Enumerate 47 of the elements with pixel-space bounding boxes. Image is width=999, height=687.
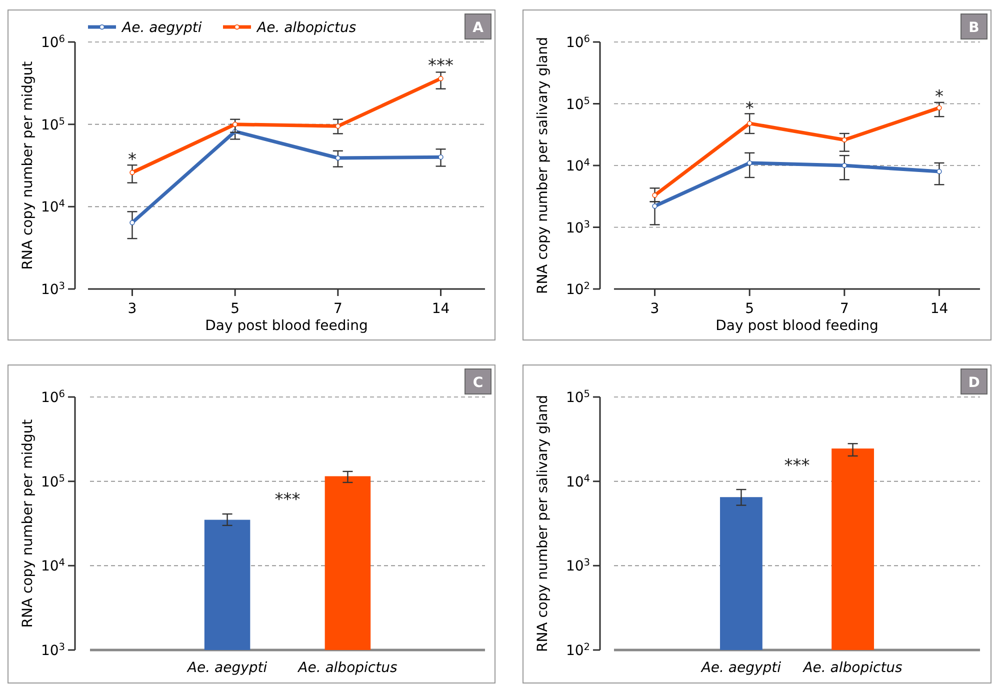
annotation: * <box>745 99 754 119</box>
y-axis-title: RNA copy number per salivary gland <box>535 36 551 294</box>
x-tick-label: Ae. aegypti <box>700 660 782 676</box>
text: B <box>968 20 980 36</box>
x-tick-label: 5 <box>745 301 754 317</box>
annotation: * <box>128 150 136 170</box>
x-tick-label: Ae. albopictus <box>297 660 398 676</box>
y-tick-label: 10$^{6}$ <box>40 388 65 406</box>
x-tick-label: Ae. aegypti <box>186 660 268 676</box>
text: C <box>472 375 484 391</box>
text: D <box>968 375 980 391</box>
annotation: *** <box>784 456 810 476</box>
y-tick-label: 10$^{5}$ <box>40 472 65 490</box>
x-tick-label: Ae. albopictus <box>802 660 902 676</box>
y-tick-label: 10$^{3}$ <box>566 218 590 236</box>
y-tick-label: 10$^{3}$ <box>40 642 65 659</box>
y-tick-label: 10$^{4}$ <box>40 557 65 575</box>
x-tick-label: 14 <box>432 301 450 317</box>
y-tick-label: 10$^{4}$ <box>566 472 590 490</box>
x-tick-label: 7 <box>840 301 849 317</box>
y-tick-label: 10$^{5}$ <box>566 95 590 113</box>
legend-label: Ae. aegypti <box>121 20 202 36</box>
x-tick-label: 3 <box>128 301 137 317</box>
annotation: *** <box>428 56 454 76</box>
y-tick-label: 10$^{6}$ <box>40 34 65 51</box>
x-tick-label: 3 <box>650 301 660 317</box>
y-tick-label: 10$^{5}$ <box>40 116 65 134</box>
legend-label: Ae. albopictus <box>256 20 356 36</box>
y-tick-label: 10$^{3}$ <box>566 557 590 575</box>
y-tick-label: 10$^{6}$ <box>566 34 590 51</box>
text: A <box>472 20 484 36</box>
y-tick-label: 10$^{2}$ <box>566 642 590 659</box>
y-tick-label: 10$^{4}$ <box>566 157 590 174</box>
y-axis-title: RNA copy number per salivary gland <box>535 394 551 652</box>
annotation: * <box>934 87 944 107</box>
x-axis-title: Day post blood feeding <box>205 318 368 334</box>
y-tick-label: 10$^{3}$ <box>40 280 65 298</box>
x-tick-label: 7 <box>333 301 342 317</box>
x-tick-label: 14 <box>930 301 948 317</box>
annotation: *** <box>274 490 300 510</box>
y-axis-title: RNA copy number per midgut <box>20 418 36 628</box>
x-tick-label: 5 <box>230 301 240 317</box>
y-tick-label: 10$^{4}$ <box>40 198 65 216</box>
x-axis-title: Day post blood feeding <box>716 318 878 334</box>
y-tick-label: 10$^{2}$ <box>566 280 590 298</box>
y-tick-label: 10$^{5}$ <box>566 388 590 406</box>
y-axis-title: RNA copy number per midgut <box>20 60 36 270</box>
